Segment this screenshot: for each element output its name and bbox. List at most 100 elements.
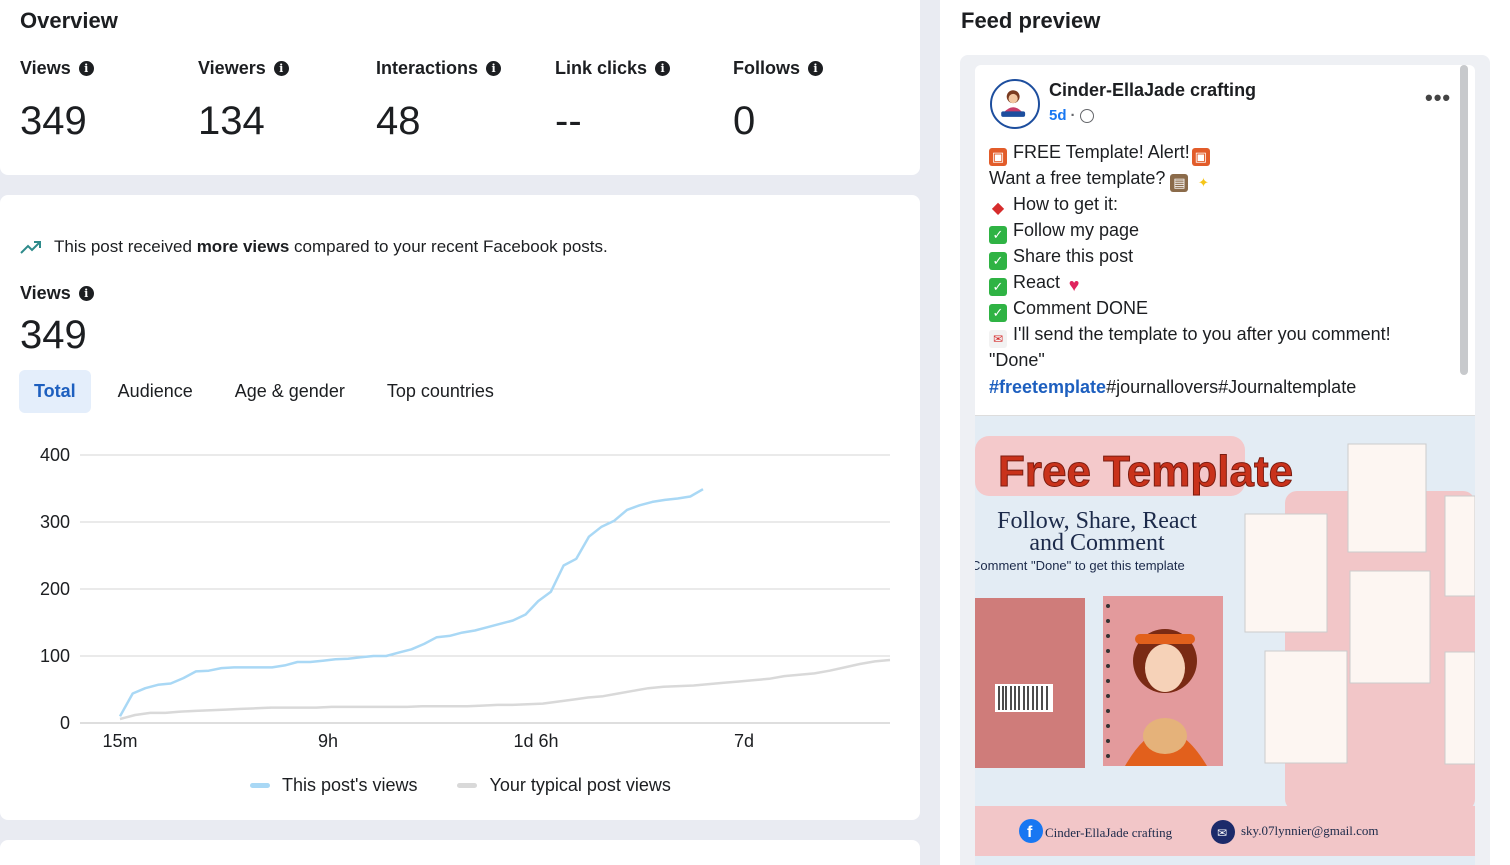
metric-interactions: Interactions i 48 [376, 58, 502, 144]
post-line-text: "Done" [989, 350, 1045, 370]
image-sub2: and Comment [1029, 530, 1165, 556]
metric-viewers: Viewers i 134 [198, 58, 289, 144]
y-tick-label: 300 [40, 512, 70, 532]
meta-separator: · [1070, 107, 1076, 124]
post-line-text: How to get it: [1013, 194, 1119, 214]
legend-item-typical[interactable]: Your typical post views [457, 775, 671, 796]
post-meta: 5d · [1049, 107, 1094, 124]
post-line: ✓ Share this post [989, 244, 1459, 270]
more-options-icon[interactable]: ••• [1425, 85, 1452, 110]
post-line: ✓ React ♥ [989, 270, 1459, 296]
post-line-text: Comment DONE [1013, 298, 1149, 318]
svg-text:f: f [1027, 824, 1033, 841]
x-tick-label: 15m [102, 731, 137, 751]
legend-label: This post's views [282, 775, 418, 795]
page-avatar[interactable] [990, 79, 1040, 129]
post-line: ✉ I'll send the template to you after you… [989, 322, 1459, 348]
post-line-text: Share this post [1013, 246, 1134, 266]
post-time[interactable]: 5d [1049, 107, 1067, 124]
tab-top-countries[interactable]: Top countries [386, 381, 494, 401]
post-line-text: Follow my page [1013, 220, 1140, 240]
tab-audience[interactable]: Audience [117, 381, 193, 401]
insight-bold: more views [196, 237, 290, 256]
views-heading: Views i [20, 283, 94, 304]
chart-legend: This post's views Your typical post view… [250, 775, 671, 796]
globe-icon [1079, 108, 1094, 123]
template-graphic: Free Template Follow, Share, React and C… [975, 416, 1475, 865]
breakdown-tabs: Total Audience Age & gender Top countrie… [19, 370, 521, 413]
overview-title: Overview [20, 8, 118, 33]
image-footer-page: Cinder-EllaJade crafting [1045, 825, 1173, 840]
series-line-this-post[interactable] [118, 488, 704, 717]
metric-value: 134 [198, 99, 265, 143]
tab-total[interactable]: Total [19, 370, 91, 413]
post-line: Want a free template? ▤ ✦ [989, 166, 1459, 192]
insight-banner: This post received more views compared t… [20, 237, 608, 257]
info-icon[interactable]: i [486, 61, 502, 76]
insight-text: This post received more views compared t… [54, 237, 608, 257]
info-icon[interactable]: i [78, 61, 94, 76]
metric-link-clicks: Link clicks i -- [555, 58, 671, 144]
metric-label: Viewers [198, 58, 266, 78]
feed-preview-title: Feed preview [961, 8, 1101, 33]
check-icon: ✓ [989, 226, 1007, 244]
post-text: ▣ FREE Template! Alert! ▣ Want a free temp… [989, 140, 1459, 373]
trending-up-icon [20, 241, 41, 254]
post-line: ✓ Comment DONE [989, 296, 1459, 322]
post-image[interactable]: Free Template Follow, Share, React and C… [975, 415, 1475, 865]
hashtag-text: #journallovers#Journaltemplate [1106, 377, 1357, 397]
mail-icon: ✉ [989, 330, 1007, 348]
post-scrollbar[interactable] [1460, 65, 1468, 375]
legend-item-this-post[interactable]: This post's views [250, 775, 417, 796]
post-line-text: I'll send the template to you after you … [1013, 324, 1391, 344]
image-sub1: Follow, Share, React [997, 508, 1197, 534]
y-tick-label: 400 [40, 445, 70, 465]
post-line: ◆ How to get it: [989, 192, 1459, 218]
metric-value: 349 [20, 99, 87, 143]
check-icon: ✓ [989, 252, 1007, 270]
image-headline: Free Template [998, 447, 1293, 496]
post-line: ▣ FREE Template! Alert! ▣ [989, 140, 1459, 166]
page-name[interactable]: Cinder-EllaJade crafting [1049, 80, 1257, 100]
check-icon: ✓ [989, 304, 1007, 322]
next-card [0, 840, 920, 865]
legend-label: Your typical post views [489, 775, 671, 795]
metric-label: Views [20, 58, 71, 78]
post-line: "Done" [989, 348, 1459, 373]
heart-icon: ♥ [1068, 275, 1080, 295]
metric-views: Views i 349 [20, 58, 94, 144]
y-tick-label: 200 [40, 579, 70, 599]
post-line-text: Want a free template? [989, 168, 1171, 188]
svg-text:✉: ✉ [1217, 826, 1227, 840]
book-icon: ▤ [1170, 174, 1189, 192]
metric-follows: Follows i 0 [733, 58, 823, 144]
series-line-typical[interactable] [119, 658, 891, 721]
y-tick-label: 0 [60, 713, 70, 733]
views-line-chart: 0 100 200 300 400 15m 9h 1d 6h 7d [40, 445, 891, 751]
image-footer-email: sky.07lynnier@gmail.com [1241, 823, 1379, 838]
tab-age-gender[interactable]: Age & gender [234, 381, 345, 401]
hashtag-link[interactable]: #freetemplate [989, 377, 1107, 397]
gift-icon: ▣ [1191, 148, 1210, 166]
sparkle-icon: ✦ [1197, 175, 1209, 190]
insight-suffix: compared to your recent Facebook posts. [289, 237, 608, 256]
overview-card: Overview Views i 349 Viewers i 134 Interac… [0, 0, 920, 175]
info-icon[interactable]: i [808, 61, 823, 76]
info-icon[interactable]: i [78, 286, 94, 301]
post-line: ✓ Follow my page [989, 218, 1459, 244]
gift-icon: ▣ [989, 148, 1007, 166]
metric-label: Interactions [376, 58, 479, 78]
x-tick-label: 1d 6h [513, 731, 558, 751]
post-hashtags: #freetemplate#journallovers#Journaltempl… [989, 377, 1356, 398]
x-tick-label: 9h [318, 731, 338, 751]
views-label: Views [20, 283, 71, 303]
pin-icon: ◆ [991, 200, 1005, 217]
info-icon[interactable]: i [655, 61, 671, 76]
check-icon: ✓ [989, 278, 1007, 296]
views-value: 349 [20, 313, 87, 357]
insights-panel: Overview Views i 349 Viewers i 134 Interac… [0, 0, 920, 865]
avatar-logo-icon [992, 81, 1034, 123]
post-card: Cinder-EllaJade crafting 5d · ••• ▣ FREE … [975, 65, 1475, 865]
info-icon[interactable]: i [273, 61, 289, 76]
image-sub3: Comment "Done" to get this template [975, 558, 1185, 573]
